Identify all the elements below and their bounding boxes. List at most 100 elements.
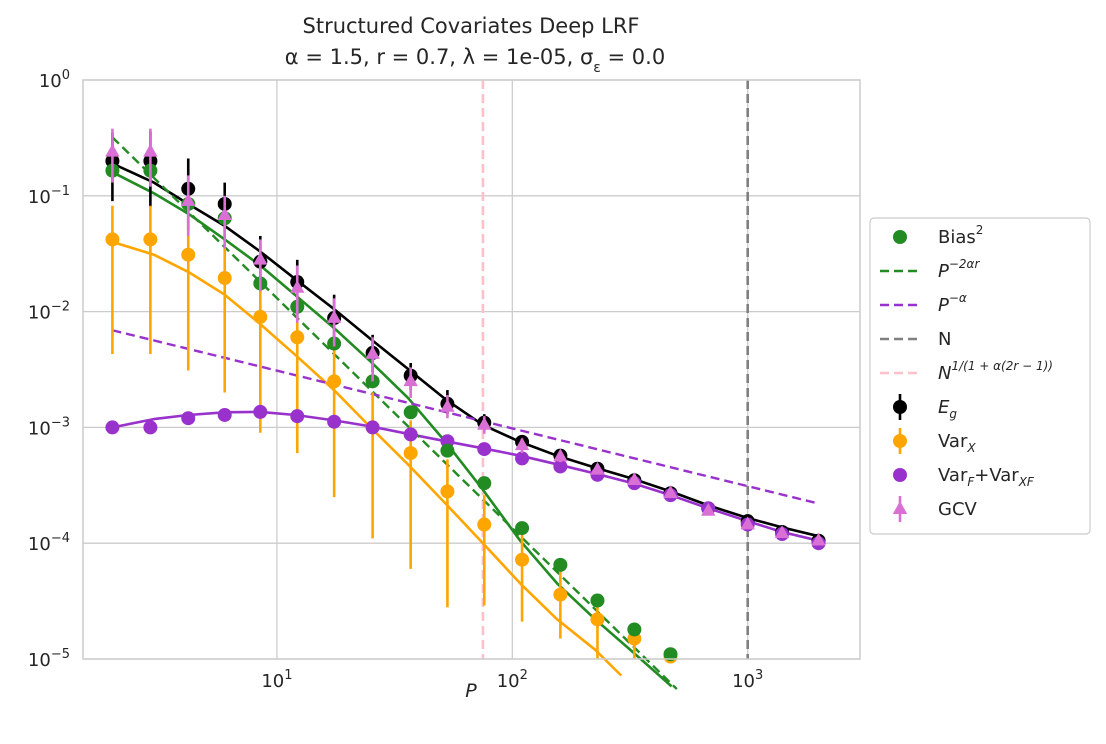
legend-label-sub: F — [967, 475, 975, 489]
y-tick-label: 100 — [39, 68, 70, 92]
data-point — [740, 516, 755, 530]
x-tick-label: 101 — [261, 668, 292, 692]
y-tick-base: 10 — [28, 187, 51, 208]
data-point — [290, 330, 305, 345]
legend-label-mid: +Var — [974, 465, 1019, 486]
data-point — [590, 612, 605, 627]
data-point — [105, 232, 120, 247]
reference-lines — [481, 80, 749, 659]
legend-label: VarX — [938, 431, 976, 455]
data-point — [105, 143, 120, 157]
legend-label: Eg — [938, 397, 957, 421]
x-tick-base: 10 — [732, 671, 755, 692]
data-point — [701, 502, 716, 516]
legend-label-main: Var — [938, 465, 968, 486]
legend-swatch — [893, 400, 907, 414]
legend-label-sup: 1/(1 + α(2r − 1)) — [951, 359, 1053, 373]
data-point — [217, 207, 232, 220]
y-tick-exp: −1 — [51, 184, 70, 199]
data-point — [514, 437, 530, 451]
data-point — [181, 247, 196, 262]
data-point — [253, 309, 268, 324]
x-tick-label: 102 — [497, 668, 528, 692]
y-tick-base: 10 — [28, 534, 51, 555]
y-tick-exp: −5 — [51, 647, 70, 662]
legend-entry: Eg — [893, 394, 957, 421]
x-axis-label: P — [465, 680, 477, 702]
data-point — [477, 442, 492, 457]
series-markers — [105, 128, 826, 546]
data-point — [327, 374, 342, 389]
data-point — [403, 405, 418, 420]
power-law-line — [111, 136, 678, 690]
data-point — [553, 557, 568, 572]
plot-frame — [82, 79, 861, 660]
title-line-1: Structured Covariates Deep LRF — [303, 14, 640, 38]
legend-swatch — [892, 501, 908, 514]
legend-label-main: Var — [938, 431, 968, 452]
x-tick-exp: 3 — [755, 668, 763, 683]
legend-label-main: P — [938, 261, 949, 282]
data-point — [553, 448, 568, 462]
data-point — [553, 459, 568, 474]
x-tick-base: 10 — [497, 671, 520, 692]
legend-entry: N — [880, 329, 951, 350]
data-point — [143, 420, 158, 435]
data-point — [515, 521, 530, 536]
y-tick-label: 10−2 — [28, 300, 70, 324]
y-tick-exp: −3 — [51, 415, 70, 430]
data-point — [253, 251, 268, 265]
power-law-lines — [111, 136, 819, 690]
theory-curve — [111, 171, 673, 688]
data-point — [590, 461, 605, 475]
chart-title: Structured Covariates Deep LRF α = 1.5, … — [285, 14, 665, 76]
legend-label-main: N — [938, 363, 951, 384]
data-point — [253, 404, 268, 419]
legend-swatch — [893, 230, 907, 244]
legend-label: VarF+VarXF — [938, 465, 1035, 489]
data-point — [290, 279, 305, 293]
legend-label-main: N — [938, 329, 951, 350]
data-point — [105, 420, 120, 435]
legend-label-sup: −α — [949, 291, 967, 305]
data-point — [477, 416, 492, 430]
data-point — [326, 310, 342, 323]
legend-label: P−2αr — [938, 257, 980, 282]
legend-swatch — [893, 434, 907, 448]
legend-label-main: Bias — [938, 227, 976, 248]
data-point — [515, 552, 530, 567]
data-point — [627, 472, 642, 485]
data-point — [627, 622, 642, 637]
data-point — [217, 407, 232, 422]
data-point — [663, 485, 678, 499]
data-point — [811, 532, 826, 546]
data-point — [403, 373, 418, 387]
series-markers — [105, 131, 826, 548]
legend-label: P−α — [938, 291, 967, 316]
data-point — [290, 409, 305, 424]
legend-label: GCV — [938, 499, 978, 520]
data-point — [217, 271, 232, 286]
legend-label: N — [938, 329, 951, 350]
data-point — [477, 476, 492, 491]
data-point — [774, 525, 790, 538]
legend-entry: VarF+VarXF — [893, 465, 1035, 489]
data-point — [515, 451, 530, 466]
title-params-sub: ε — [593, 60, 601, 76]
legend-entry: VarX — [893, 428, 976, 455]
title-params-end: = 0.0 — [601, 45, 665, 69]
y-tick-label: 10−4 — [28, 531, 70, 555]
x-tick-label: 103 — [732, 668, 763, 692]
data-point — [477, 517, 492, 532]
legend-swatch — [893, 468, 907, 482]
data-point — [553, 587, 568, 602]
data-point — [181, 193, 196, 206]
y-tick-base: 10 — [28, 650, 51, 671]
x-tick-labels: 101 102 103 — [261, 668, 763, 692]
legend-label: Bias2 — [938, 223, 983, 248]
legend-box — [869, 217, 1091, 535]
grid — [83, 79, 860, 660]
